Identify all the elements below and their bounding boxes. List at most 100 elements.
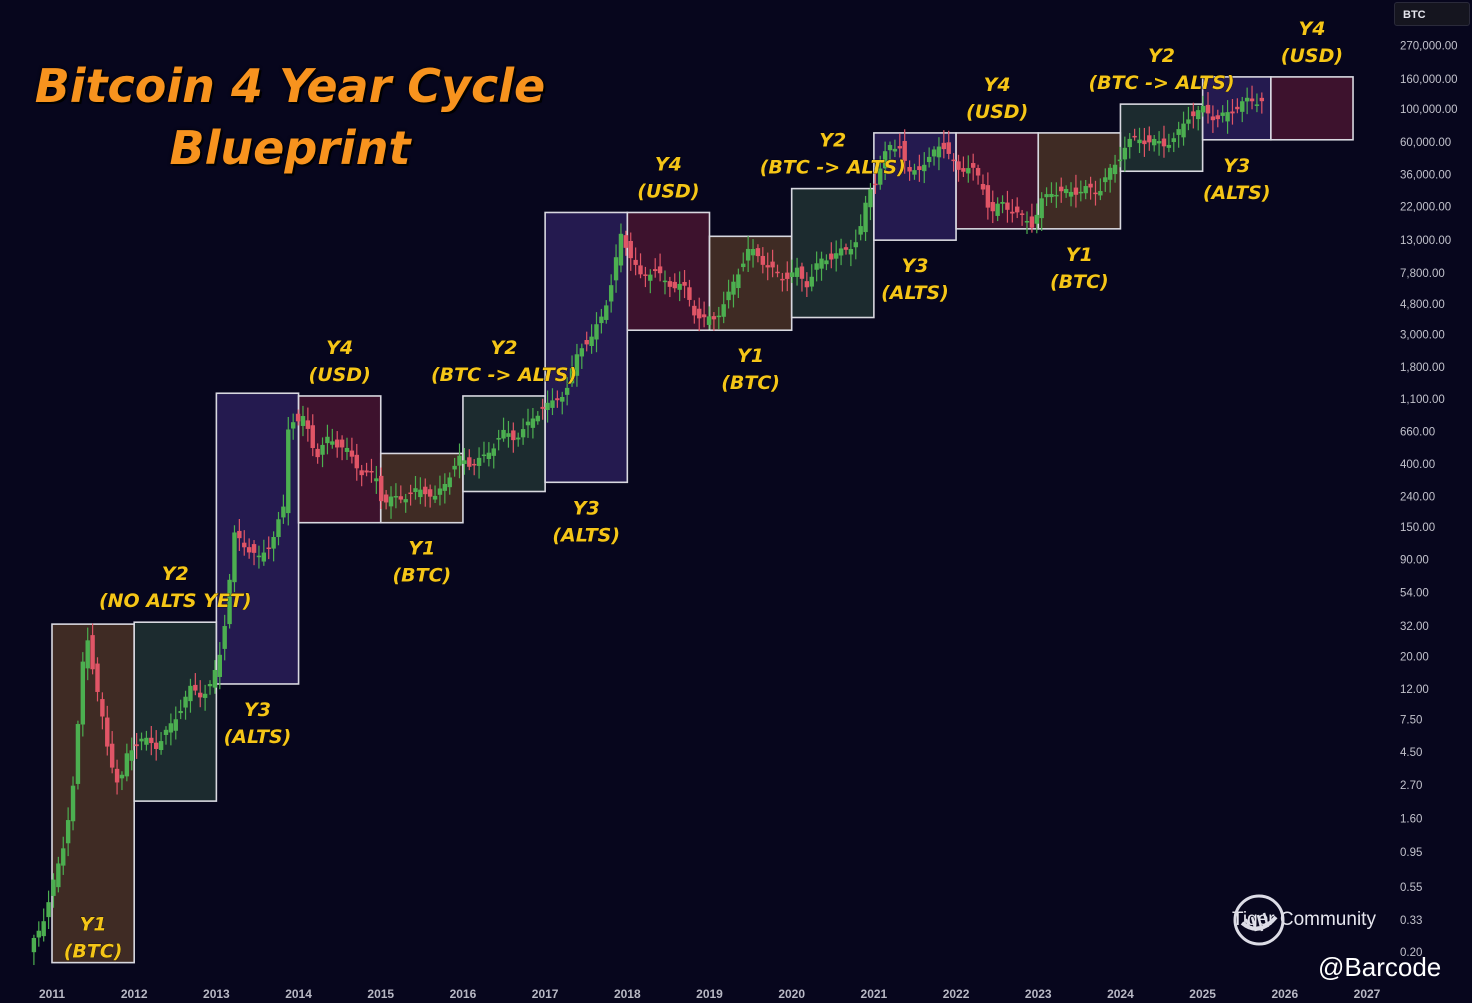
candle-body bbox=[1210, 116, 1216, 121]
x-tick-label: 2018 bbox=[614, 987, 641, 1001]
y-tick-label: 36,000.00 bbox=[1400, 170, 1451, 182]
candle-body bbox=[481, 454, 487, 457]
candle-body bbox=[476, 457, 482, 466]
y-tick-label: 32.00 bbox=[1400, 621, 1429, 633]
candle-body bbox=[305, 420, 311, 429]
candle-body bbox=[447, 477, 452, 488]
candle-body bbox=[65, 820, 71, 844]
title-line-2: Blueprint bbox=[169, 121, 411, 175]
y-tick-label: 4,800.00 bbox=[1400, 299, 1445, 311]
candle-body bbox=[1073, 187, 1079, 195]
candle-body bbox=[183, 696, 188, 708]
candle-body bbox=[154, 742, 159, 749]
candle-body bbox=[1244, 97, 1250, 102]
x-tick-label: 2013 bbox=[203, 987, 230, 1001]
candle-body bbox=[961, 168, 966, 172]
candle-body bbox=[555, 398, 560, 401]
candle-body bbox=[1161, 138, 1167, 147]
y-tick-label: 270,000.00 bbox=[1400, 40, 1458, 52]
candle-body bbox=[418, 489, 423, 498]
candle-body bbox=[682, 282, 687, 286]
candle-body bbox=[144, 737, 149, 745]
candle-body bbox=[760, 255, 766, 265]
candle-body bbox=[354, 454, 359, 469]
candle-body bbox=[628, 240, 633, 259]
candle-body bbox=[506, 433, 511, 437]
candle-body bbox=[193, 684, 198, 691]
candle-body bbox=[70, 785, 76, 822]
candle-body bbox=[383, 494, 389, 503]
candle-body bbox=[1049, 193, 1054, 198]
candle-body bbox=[995, 203, 1000, 216]
phase-label-role: (BTC) bbox=[1050, 271, 1109, 293]
candle-body bbox=[119, 774, 125, 779]
candle-body bbox=[158, 741, 164, 751]
candle-body bbox=[46, 902, 51, 918]
y-tick-label: 22,000.00 bbox=[1400, 201, 1451, 213]
chart-title: Bitcoin 4 Year Cycle Blueprint bbox=[20, 55, 560, 179]
candle-body bbox=[41, 921, 46, 937]
candle-body bbox=[100, 699, 105, 717]
candle-body bbox=[834, 253, 839, 259]
y-tick-label: 0.55 bbox=[1400, 882, 1422, 894]
phase-label-year: Y2 bbox=[491, 337, 518, 359]
phase-label-year: Y1 bbox=[1066, 244, 1093, 266]
candle-body bbox=[36, 930, 41, 938]
candle-body bbox=[697, 308, 702, 319]
y-tick-label: 4.50 bbox=[1400, 747, 1422, 759]
candle-body bbox=[173, 719, 178, 731]
candle-body bbox=[80, 661, 86, 725]
candle-body bbox=[912, 170, 917, 175]
candle-body bbox=[256, 555, 262, 558]
candle-body bbox=[657, 266, 663, 274]
phase-box-p4 bbox=[297, 395, 382, 524]
candle-body bbox=[745, 248, 751, 261]
candle-body bbox=[1181, 123, 1186, 138]
candle-body bbox=[471, 463, 477, 466]
ticker-badge[interactable]: BTC bbox=[1394, 2, 1470, 26]
phase-box-p3 bbox=[215, 392, 300, 685]
title-line-1: Bitcoin 4 Year Cycle bbox=[34, 59, 546, 113]
candle-body bbox=[848, 249, 854, 255]
candle-body bbox=[437, 488, 443, 495]
candle-body bbox=[975, 168, 981, 176]
candle-body bbox=[1054, 194, 1059, 197]
candle-body bbox=[300, 416, 306, 426]
phase-label-year: Y3 bbox=[573, 497, 600, 519]
candle-body bbox=[731, 281, 736, 295]
candle-body bbox=[829, 253, 834, 260]
candle-body bbox=[765, 265, 770, 268]
x-tick-label: 2023 bbox=[1025, 987, 1052, 1001]
phase-label-role: (BTC) bbox=[392, 565, 451, 587]
candle-body bbox=[1005, 202, 1010, 210]
candle-body bbox=[1142, 140, 1147, 145]
x-tick-label: 2012 bbox=[121, 987, 148, 1001]
candle-body bbox=[902, 140, 907, 161]
candle-body bbox=[878, 168, 883, 185]
candle-body bbox=[75, 724, 81, 784]
candle-body bbox=[530, 418, 536, 428]
phase-label-year: Y1 bbox=[80, 914, 107, 936]
candle-body bbox=[1117, 159, 1123, 162]
phase-label-year: Y3 bbox=[901, 255, 928, 277]
candle-body bbox=[755, 248, 761, 257]
candle-body bbox=[750, 249, 756, 256]
candle-body bbox=[1010, 211, 1015, 214]
candle-body bbox=[956, 161, 961, 170]
candle-body bbox=[687, 287, 692, 300]
candle-body bbox=[1240, 101, 1245, 112]
candle-body bbox=[232, 532, 237, 583]
y-tick-label: 20.00 bbox=[1400, 651, 1429, 663]
candle-body bbox=[134, 744, 139, 747]
candle-body bbox=[1191, 111, 1196, 117]
candle-body bbox=[369, 470, 374, 473]
candle-body bbox=[770, 261, 775, 268]
x-tick-label: 2016 bbox=[450, 987, 477, 1001]
candle-body bbox=[320, 444, 325, 455]
candle-body bbox=[251, 544, 257, 553]
candle-body bbox=[1112, 164, 1118, 175]
phase-label-year: Y4 bbox=[326, 337, 353, 359]
candle-body bbox=[780, 278, 785, 281]
